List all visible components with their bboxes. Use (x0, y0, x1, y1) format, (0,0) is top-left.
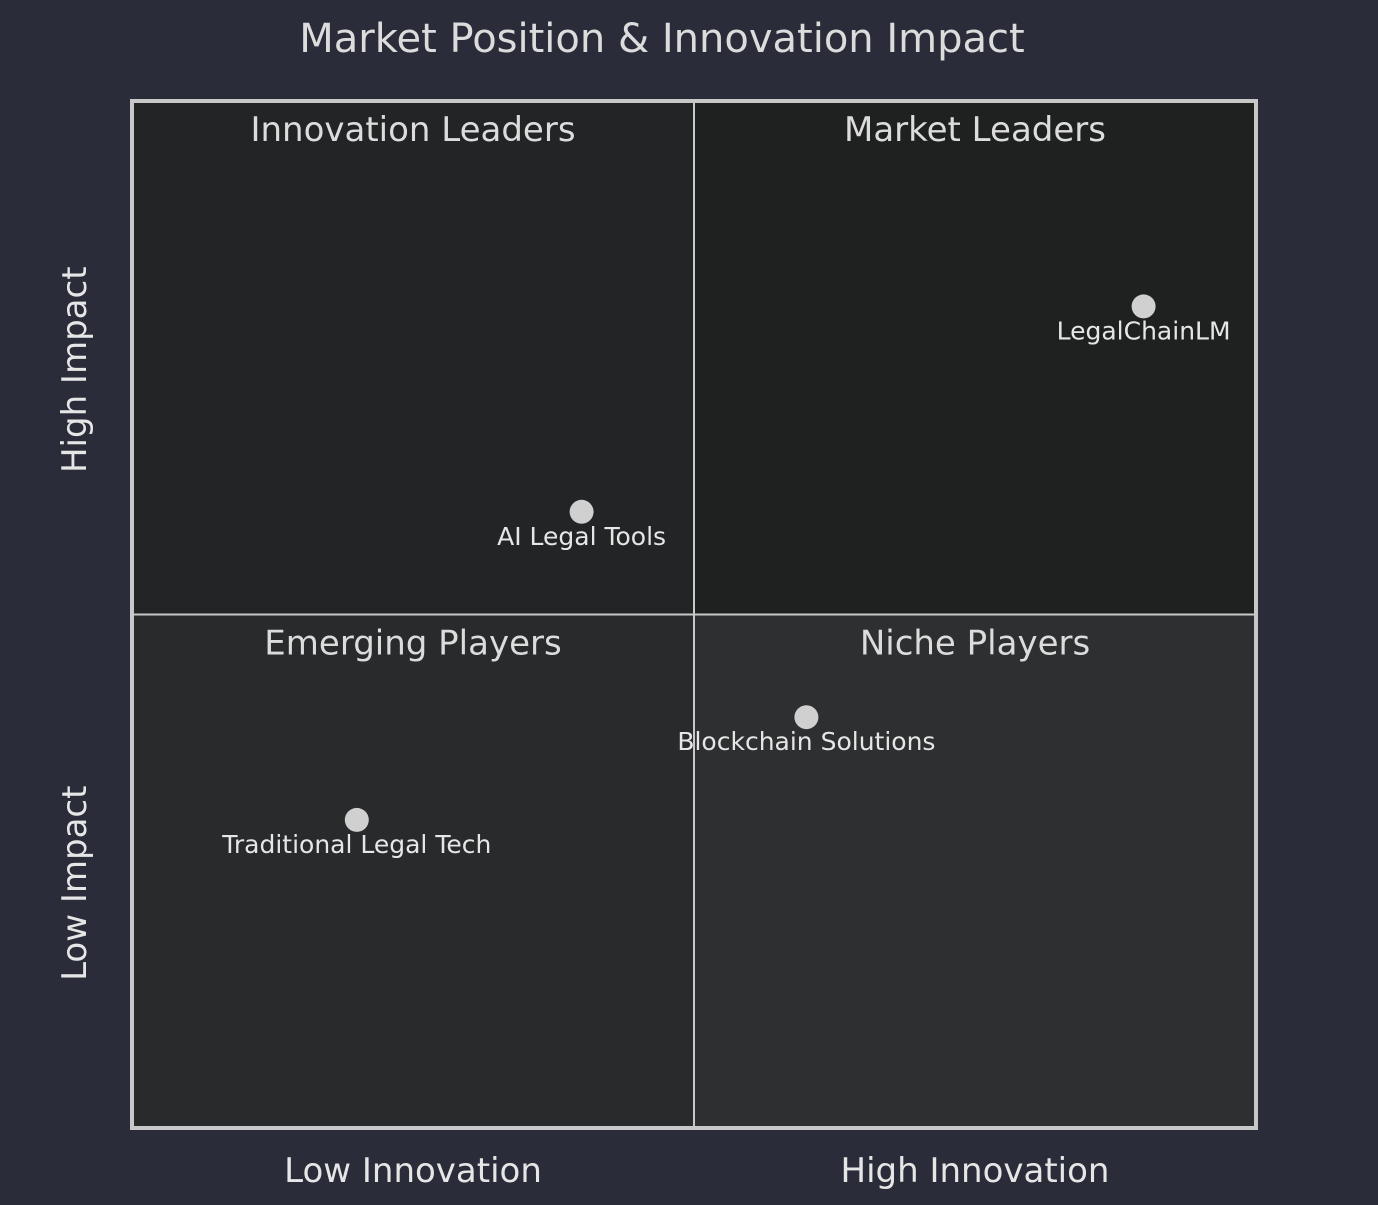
point-label: AI Legal Tools (497, 522, 666, 551)
y-axis-label-low: Low Impact (55, 786, 95, 981)
point-marker (794, 705, 819, 730)
quadrant-label-market-leaders: Market Leaders (844, 110, 1106, 150)
chart-title: Market Position & Innovation Impact (299, 16, 1024, 62)
plot-frame (130, 99, 1258, 1130)
quadrant-top-right (694, 101, 1256, 615)
point-label: LegalChainLM (1057, 316, 1231, 345)
quadrant-top-left (132, 101, 694, 615)
axis-labels: Low Innovation High Innovation Low Impac… (55, 266, 1109, 1191)
data-points: LegalChainLM AI Legal Tools Blockchain Sol… (221, 294, 1231, 859)
point-marker (1131, 294, 1156, 319)
quadrant-label-niche-players: Niche Players (860, 624, 1090, 664)
quadrant-backgrounds (132, 101, 1256, 1128)
x-axis-label-low: Low Innovation (284, 1151, 542, 1191)
data-point-ai-legal-tools: AI Legal Tools (497, 499, 666, 551)
data-point-legalchainlm: LegalChainLM (1057, 294, 1231, 345)
quadrant-label-innovation-leaders: Innovation Leaders (250, 110, 575, 150)
y-axis-label-high: High Impact (55, 266, 95, 473)
quadrant-label-emerging-players: Emerging Players (264, 624, 561, 664)
data-point-blockchain-solutions: Blockchain Solutions (677, 705, 935, 756)
x-axis-label-high: High Innovation (841, 1151, 1110, 1191)
data-point-traditional-legal-tech: Traditional Legal Tech (221, 807, 491, 859)
quadrant-labels: Innovation Leaders Market Leaders Emergi… (250, 110, 1106, 664)
point-label: Blockchain Solutions (677, 727, 935, 756)
point-label: Traditional Legal Tech (221, 830, 491, 859)
point-marker (344, 807, 369, 832)
quadrant-bottom-left (132, 614, 694, 1128)
quadrant-bottom-right (694, 614, 1256, 1128)
quadrant-dividers (132, 101, 1256, 1128)
point-marker (569, 499, 594, 524)
